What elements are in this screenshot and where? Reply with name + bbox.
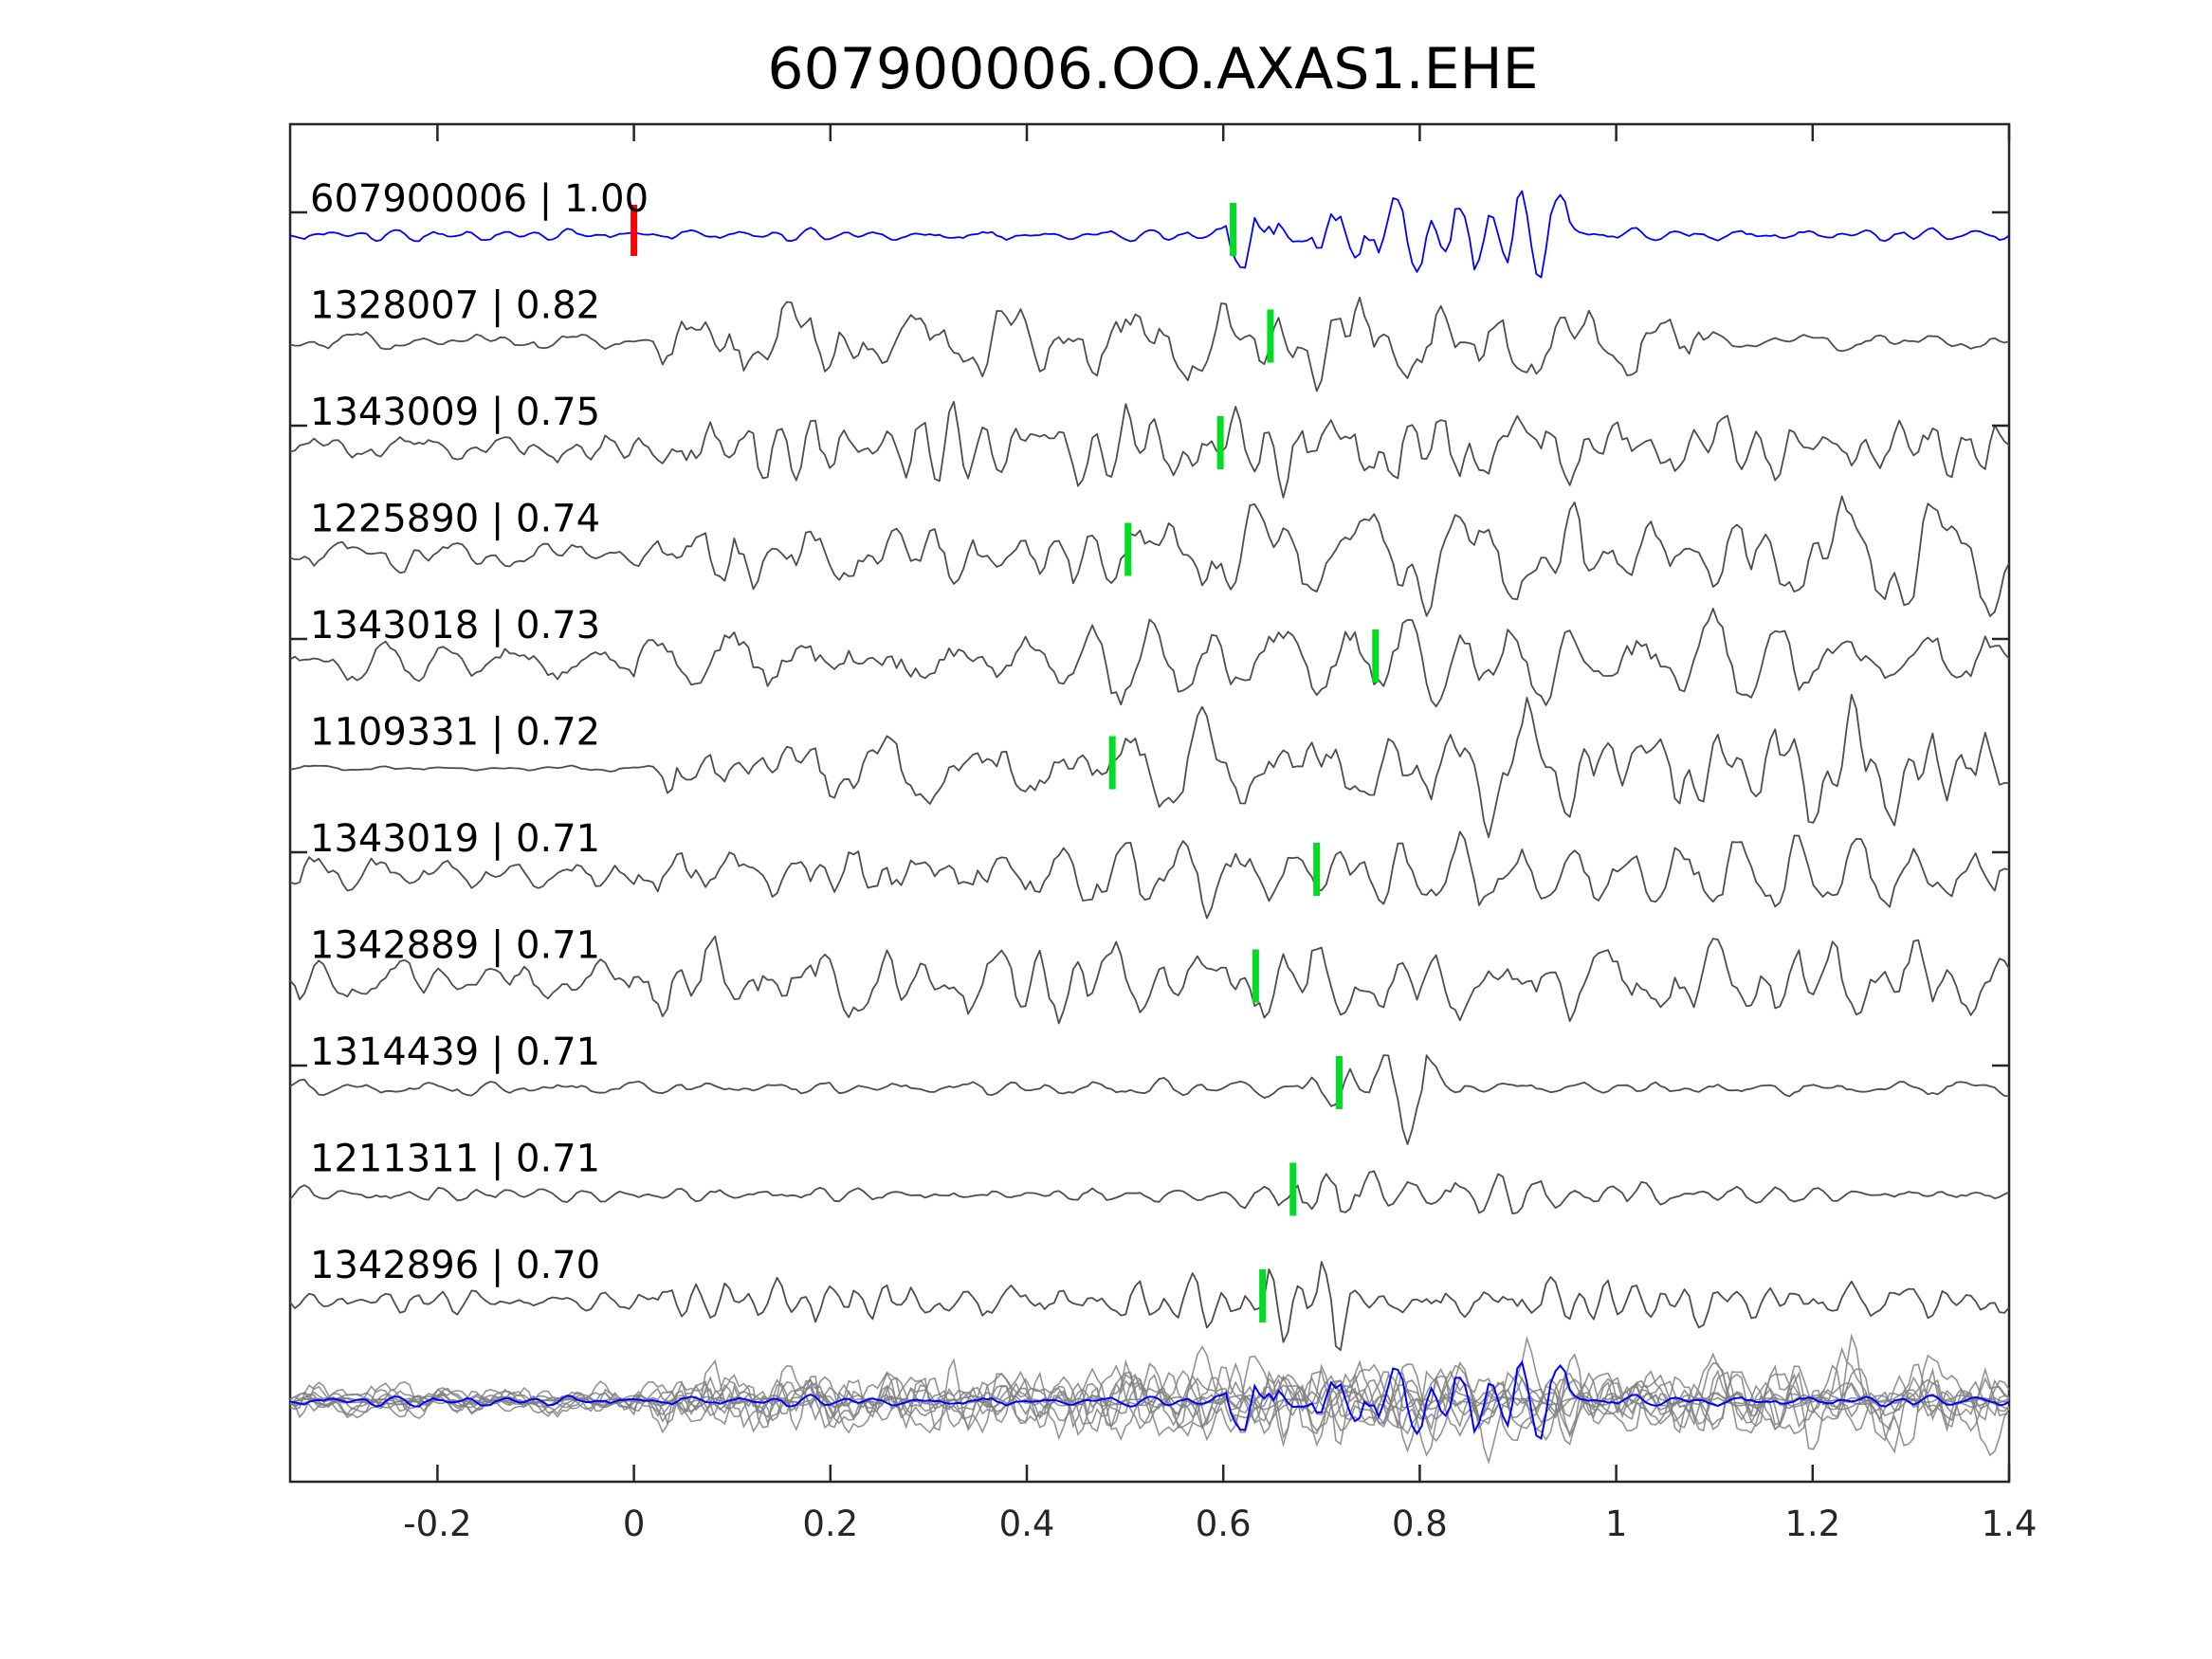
trace-label: 1225890 | 0.74 [310, 498, 600, 541]
trace-line [289, 935, 2010, 1025]
trace-label: 1342889 | 0.71 [310, 924, 600, 968]
x-axis: -0.2 0 0.2 0.4 0.6 0.8 1 1.2 1.4 [290, 124, 2037, 1544]
trace-label: 1343018 | 0.73 [310, 604, 600, 647]
trace-label: 607900006 | 1.00 [310, 177, 649, 221]
trace-line [289, 1054, 2010, 1145]
trace-line [289, 693, 2010, 839]
trace-label: 1211311 | 0.71 [310, 1138, 600, 1181]
trace-line [289, 830, 2010, 920]
chart-title: 607900006.OO.AXAS1.EHE [767, 36, 1538, 102]
trace-label: 1342896 | 0.70 [310, 1244, 600, 1287]
overlay-trace-line [289, 1363, 2010, 1446]
template-trace-line [289, 190, 2010, 279]
overlay-stack [289, 1333, 2010, 1466]
overlay-trace-line [289, 1358, 2010, 1441]
x-tick-label: 0.2 [802, 1504, 858, 1544]
overlay-template-line [289, 1359, 2010, 1441]
x-tick-label: 0.8 [1392, 1504, 1448, 1544]
trace-line [289, 296, 2010, 392]
trace-label: 1343019 | 0.71 [310, 817, 600, 861]
trace-line [289, 400, 2010, 499]
overlay-trace-line [289, 1352, 2010, 1443]
trace-label: 1314439 | 0.71 [310, 1030, 600, 1074]
x-tick-label: 1.4 [1982, 1504, 2038, 1544]
plot-area-frame [288, 122, 2011, 1484]
trace-line [289, 1170, 2010, 1214]
trace-label: 1328007 | 0.82 [310, 284, 600, 328]
trace-line [289, 608, 2010, 708]
x-tick-label: 0.6 [1196, 1504, 1252, 1544]
trace-line [289, 1261, 2010, 1352]
trace-label: 1109331 | 0.72 [310, 711, 600, 755]
x-tick-label: 0.4 [999, 1504, 1055, 1544]
trace-label: 1343009 | 0.75 [310, 391, 600, 434]
x-tick-label: -0.2 [403, 1504, 471, 1544]
x-tick-label: 0 [623, 1504, 646, 1544]
traces-layer [289, 190, 2010, 1352]
x-tick-label: 1 [1605, 1504, 1628, 1544]
x-tick-label: 1.2 [1784, 1504, 1840, 1544]
overlay-trace-line [289, 1360, 2010, 1442]
trace-line [289, 495, 2010, 617]
trace-labels: 607900006 | 1.00 1328007 | 0.82 1343009 | … [310, 177, 649, 1287]
